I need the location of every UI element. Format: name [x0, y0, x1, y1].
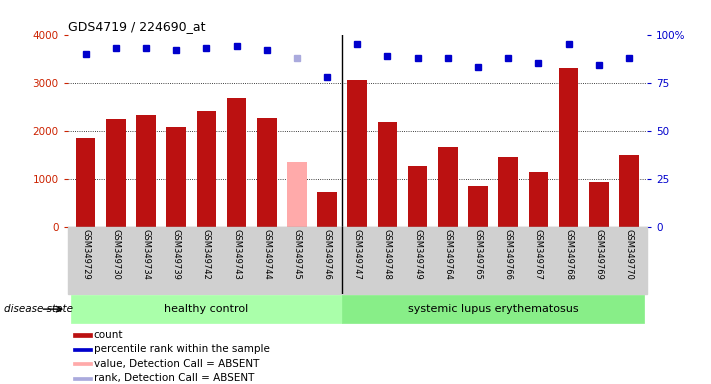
- Text: healthy control: healthy control: [164, 304, 249, 314]
- Text: GSM349743: GSM349743: [232, 228, 241, 280]
- Bar: [73, 348, 92, 351]
- Text: GSM349748: GSM349748: [383, 228, 392, 280]
- Bar: [73, 362, 92, 366]
- Text: GSM349768: GSM349768: [564, 228, 573, 280]
- Text: disease state: disease state: [4, 304, 73, 314]
- Text: percentile rank within the sample: percentile rank within the sample: [94, 344, 269, 354]
- Text: GSM349770: GSM349770: [624, 228, 634, 280]
- Bar: [408, 166, 427, 227]
- Bar: [438, 147, 458, 227]
- Text: GSM349734: GSM349734: [141, 228, 151, 280]
- Text: GSM349749: GSM349749: [413, 228, 422, 279]
- Bar: [257, 118, 277, 227]
- Bar: [137, 115, 156, 227]
- Text: GSM349765: GSM349765: [474, 228, 483, 280]
- Bar: [106, 119, 126, 227]
- Bar: [196, 111, 216, 227]
- Text: GSM349730: GSM349730: [112, 228, 120, 280]
- Text: GDS4719 / 224690_at: GDS4719 / 224690_at: [68, 20, 205, 33]
- Text: GSM349739: GSM349739: [171, 228, 181, 280]
- Bar: [73, 377, 92, 380]
- Text: GSM349745: GSM349745: [292, 228, 301, 279]
- Bar: [589, 182, 609, 227]
- Bar: [70, 295, 342, 323]
- Bar: [498, 157, 518, 227]
- Bar: [287, 162, 306, 227]
- Text: GSM349766: GSM349766: [503, 228, 513, 280]
- Bar: [76, 138, 95, 227]
- Text: GSM349742: GSM349742: [202, 228, 211, 279]
- Text: count: count: [94, 330, 123, 340]
- Text: GSM349746: GSM349746: [323, 228, 331, 280]
- Bar: [348, 80, 367, 227]
- Text: value, Detection Call = ABSENT: value, Detection Call = ABSENT: [94, 359, 259, 369]
- Bar: [73, 333, 92, 336]
- Bar: [317, 192, 337, 227]
- Text: GSM349767: GSM349767: [534, 228, 543, 280]
- Text: GSM349744: GSM349744: [262, 228, 271, 279]
- Text: systemic lupus erythematosus: systemic lupus erythematosus: [408, 304, 579, 314]
- Text: rank, Detection Call = ABSENT: rank, Detection Call = ABSENT: [94, 373, 254, 384]
- Bar: [559, 68, 578, 227]
- Bar: [468, 186, 488, 227]
- Bar: [166, 127, 186, 227]
- Bar: [378, 122, 397, 227]
- Bar: [619, 155, 638, 227]
- Text: GSM349769: GSM349769: [594, 228, 603, 280]
- Bar: [227, 98, 247, 227]
- Text: GSM349764: GSM349764: [444, 228, 452, 280]
- Bar: [342, 295, 644, 323]
- Text: GSM349747: GSM349747: [353, 228, 362, 280]
- Text: GSM349729: GSM349729: [81, 228, 90, 279]
- Bar: [528, 172, 548, 227]
